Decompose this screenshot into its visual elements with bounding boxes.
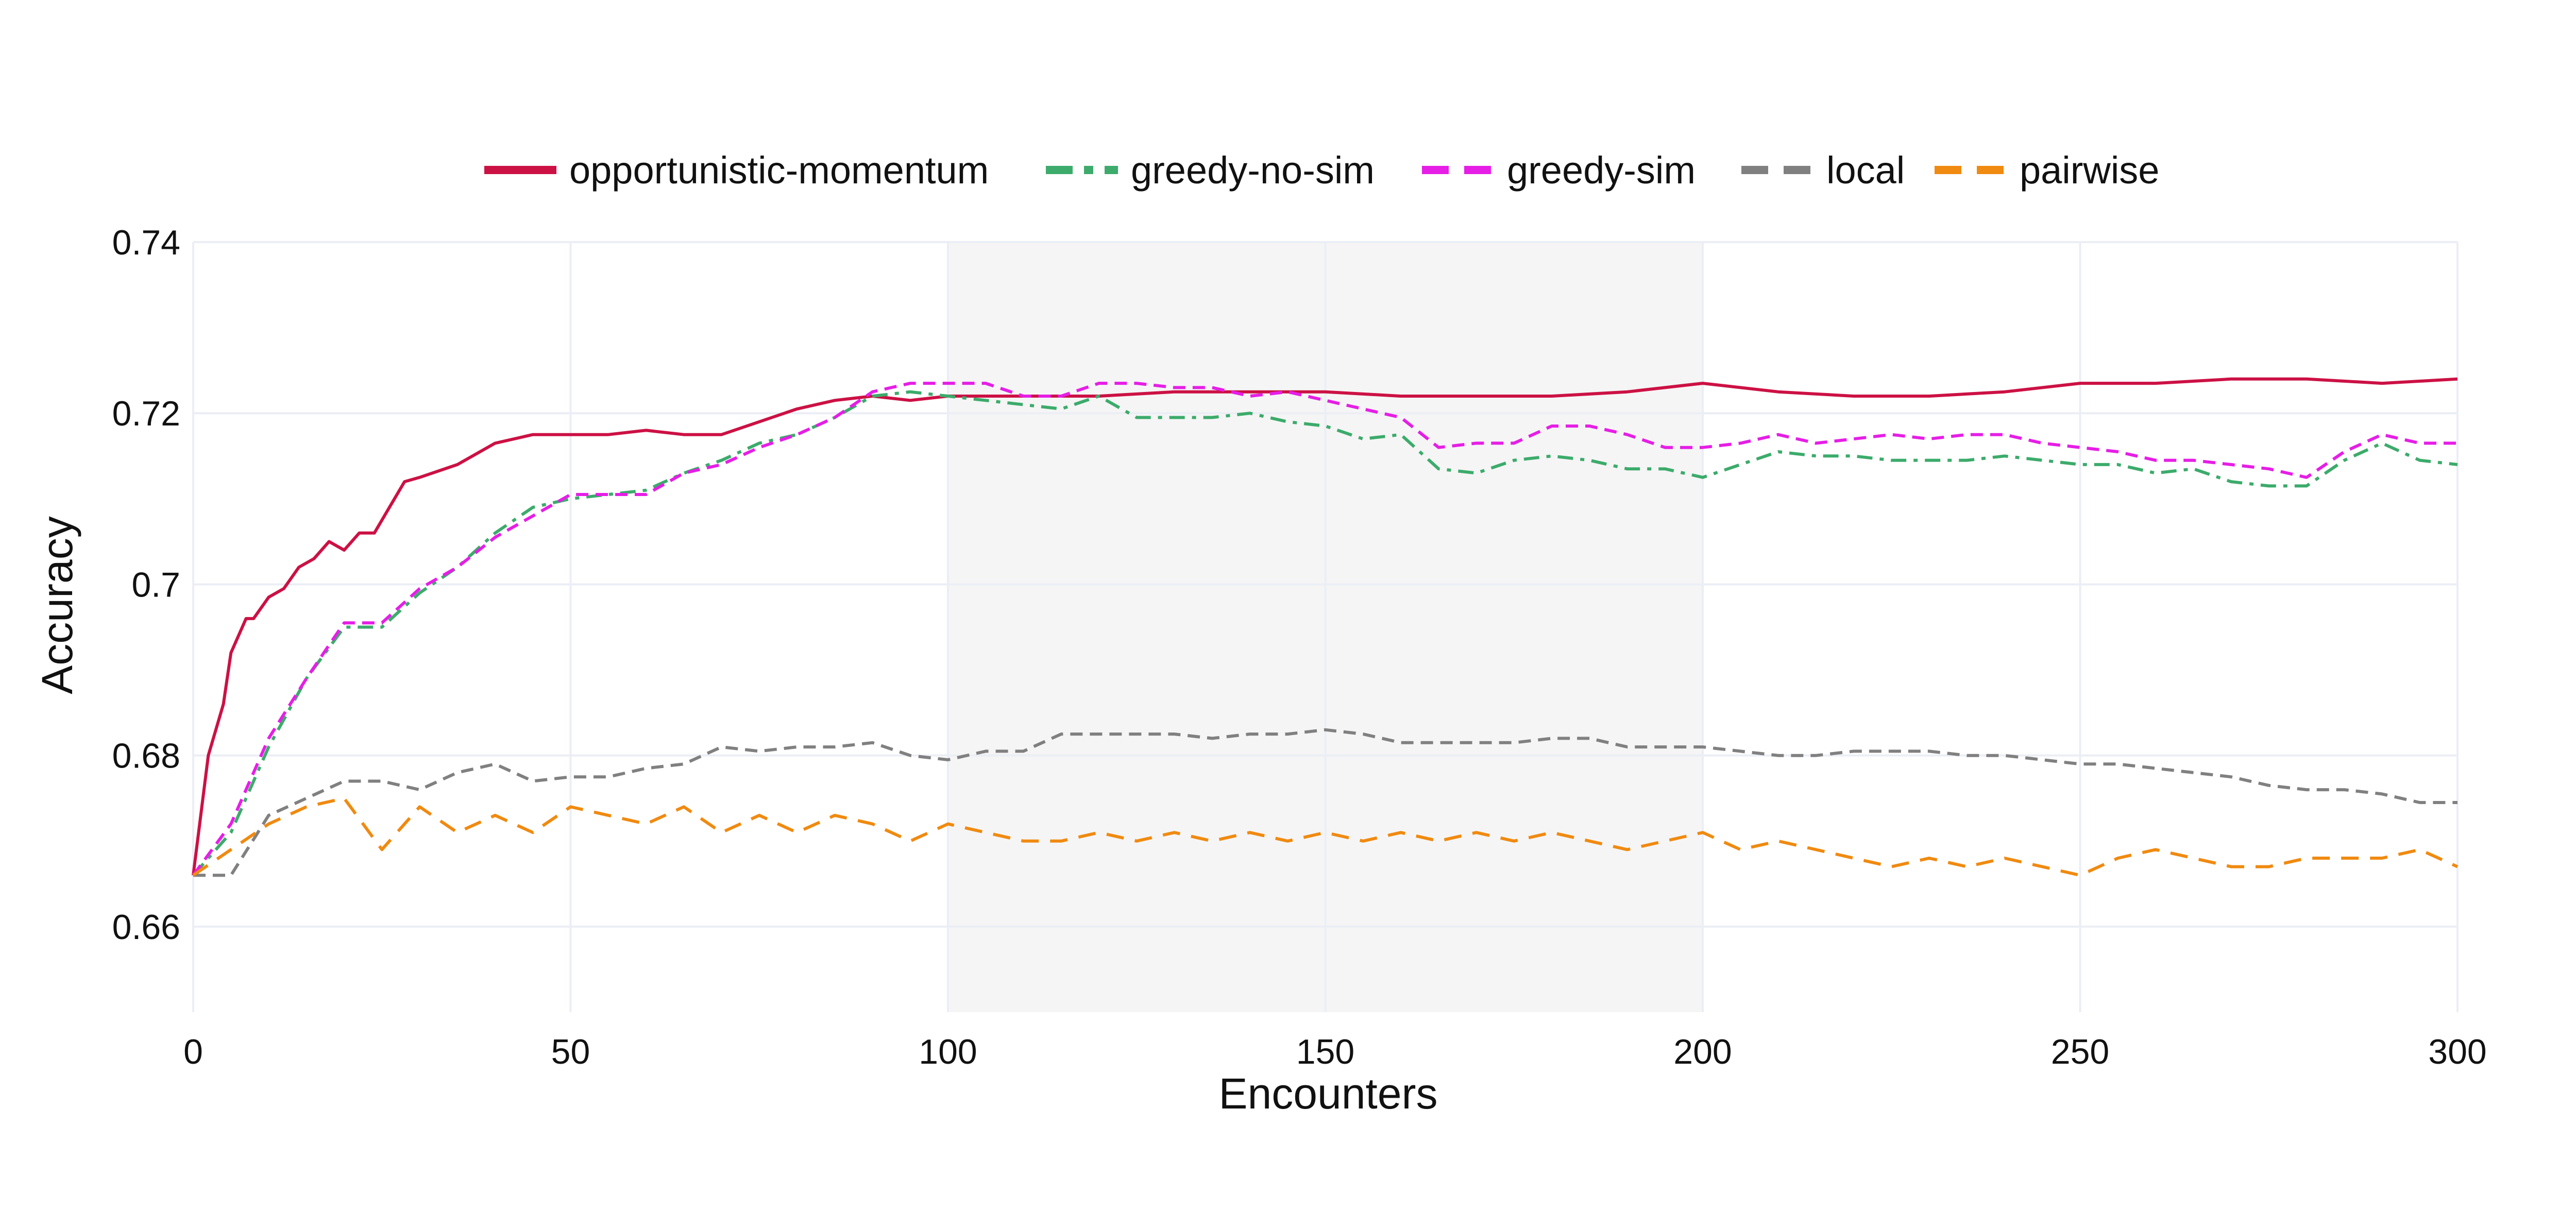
y-axis-title: Accuracy xyxy=(33,516,81,694)
series-lines xyxy=(192,377,2459,877)
legend: opportunistic-momentum greedy-no-sim greed… xyxy=(484,149,2159,192)
x-tick-label: 300 xyxy=(2428,1032,2486,1071)
legend-label-opportunistic-momentum: opportunistic-momentum xyxy=(569,149,989,192)
y-tick-label: 0.72 xyxy=(112,394,180,433)
legend-label-pairwise: pairwise xyxy=(2020,149,2159,192)
x-tick-label: 150 xyxy=(1296,1032,1354,1071)
y-tick-label: 0.66 xyxy=(112,908,180,947)
gridlines xyxy=(192,241,2459,1012)
x-tick-label: 50 xyxy=(551,1032,590,1071)
x-axis-ticks: 0 50 100 150 200 250 300 xyxy=(183,1032,2487,1071)
legend-label-greedy-no-sim: greedy-no-sim xyxy=(1131,149,1375,192)
series-line-opportunistic-momentum xyxy=(192,377,2458,876)
series-line-pairwise xyxy=(192,796,2459,877)
x-tick-label: 100 xyxy=(919,1032,977,1071)
y-tick-label: 0.7 xyxy=(131,565,180,604)
x-tick-label: 0 xyxy=(183,1032,203,1071)
legend-label-local: local xyxy=(1826,149,1905,192)
x-tick-label: 200 xyxy=(1673,1032,1732,1071)
legend-label-greedy-sim: greedy-sim xyxy=(1507,149,1696,192)
y-tick-label: 0.68 xyxy=(112,737,180,776)
x-tick-label: 250 xyxy=(2051,1032,2109,1071)
series-line-local xyxy=(193,728,2458,877)
y-axis-ticks: 0.66 0.68 0.7 0.72 0.74 xyxy=(112,223,180,947)
x-axis-title: Encounters xyxy=(1219,1069,1438,1118)
y-tick-label: 0.74 xyxy=(112,223,180,262)
